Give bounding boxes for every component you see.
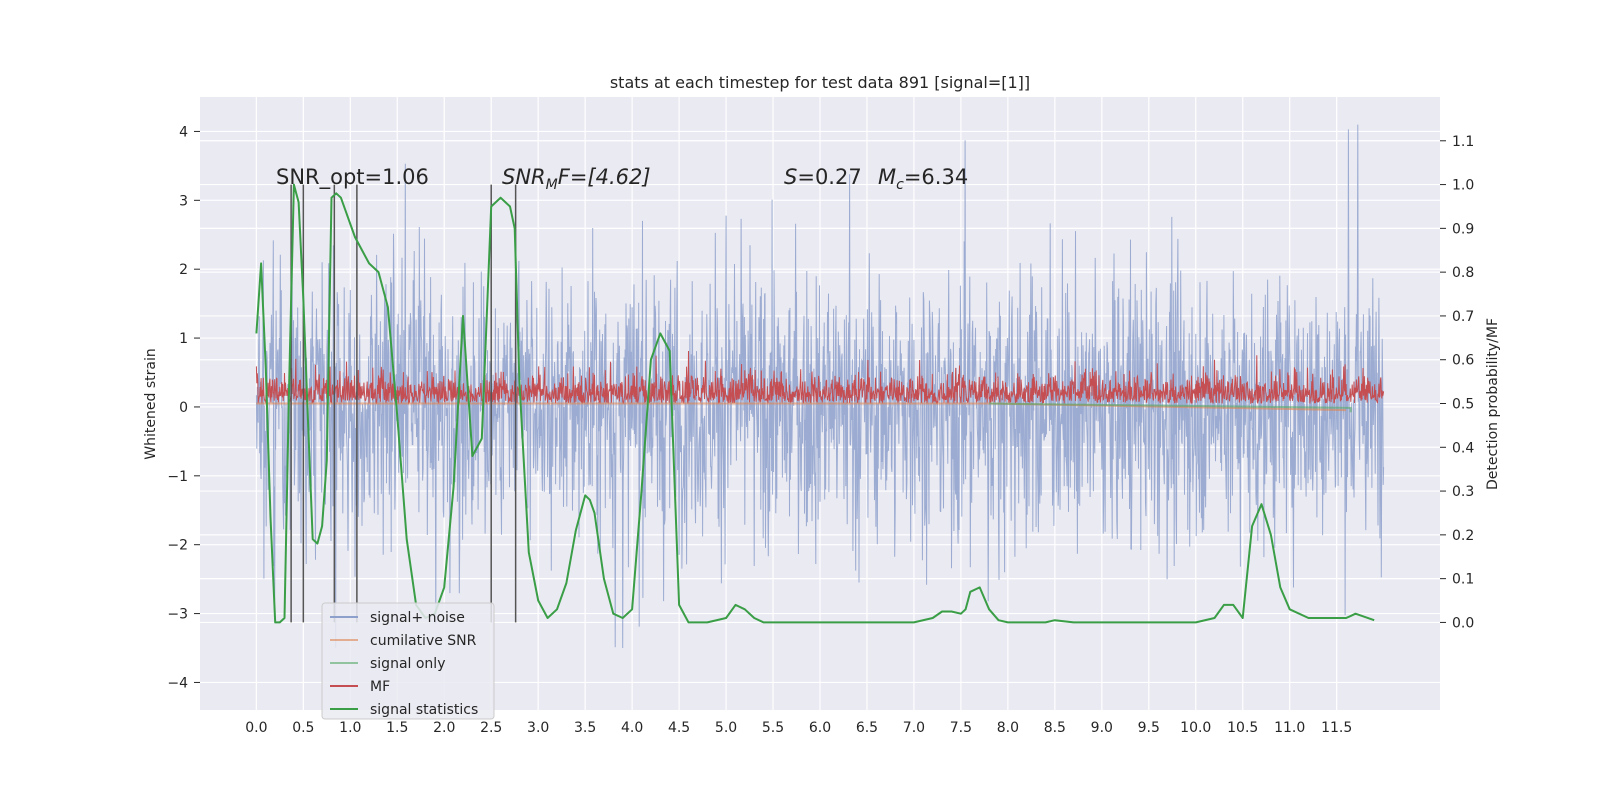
y-tick-label: 0 [179, 400, 188, 416]
y2-tick-label: 0.6 [1452, 353, 1474, 369]
y-tick-label: −2 [167, 538, 188, 554]
annotation-snr-opt: SNR_opt=1.06 [276, 165, 429, 190]
y2-tick-label: 0.8 [1452, 265, 1474, 281]
legend: signal+ noise cumilative SNR signal only… [321, 602, 495, 720]
y-axis-ticks: 4 3 2 1 0 −1 −2 −3 −4 [167, 124, 200, 691]
x-tick-label: 8.5 [1044, 720, 1066, 736]
x-tick-label: 3.5 [574, 720, 596, 736]
legend-label-signal-noise: signal+ noise [370, 610, 465, 626]
x-tick-label: 10.5 [1227, 720, 1258, 736]
x-axis-ticks: 0.0 0.5 1.0 1.5 2.0 2.5 3.0 3.5 4.0 4.5 5.0 5.5 6.0 6… [245, 720, 1352, 736]
y2-tick-label: 0.1 [1452, 572, 1474, 588]
y-tick-label: −3 [167, 607, 188, 623]
signal-plus-noise-line [255, 124, 1385, 649]
legend-box [321, 602, 495, 720]
y2-tick-label: 0.4 [1452, 440, 1474, 456]
x-tick-label: 2.0 [433, 720, 455, 736]
mf-series [255, 350, 1385, 405]
y2-tick-label: 0.3 [1452, 484, 1474, 500]
y2-tick-label: 0.2 [1452, 528, 1474, 544]
cumulative-snr-series [256, 402, 1352, 413]
x-tick-label: 0.0 [245, 720, 267, 736]
x-tick-label: 7.0 [903, 720, 925, 736]
y-axis-label: Whitened strain [143, 348, 159, 459]
x-tick-label: 11.5 [1321, 720, 1352, 736]
x-tick-label: 0.5 [292, 720, 314, 736]
x-tick-label: 2.5 [480, 720, 502, 736]
signal-statistics-series [255, 183, 1375, 624]
y-tick-label: −4 [167, 675, 188, 691]
y-tick-label: 4 [179, 124, 188, 140]
signal-only-line [989, 402, 1352, 413]
y-tick-label: 1 [179, 331, 188, 347]
x-tick-label: 1.0 [339, 720, 361, 736]
x-tick-label: 1.5 [386, 720, 408, 736]
x-tick-label: 9.5 [1138, 720, 1160, 736]
x-tick-label: 11.0 [1274, 720, 1305, 736]
y2-tick-label: 1.1 [1452, 134, 1474, 150]
y-tick-label: 3 [179, 193, 188, 209]
y2-axis-label: Detection probability/MF [1485, 318, 1501, 490]
annotation-s: S=0.27 [784, 165, 862, 189]
annotation-mc: Mc=6.34 [878, 165, 968, 193]
x-tick-label: 9.0 [1091, 720, 1113, 736]
legend-label-mf: MF [370, 679, 390, 695]
x-tick-label: 10.0 [1180, 720, 1211, 736]
x-tick-label: 4.5 [668, 720, 690, 736]
vertical-markers [290, 184, 517, 623]
x-tick-label: 7.5 [950, 720, 972, 736]
annotation-snr-mf: SNRMF=[4.62] [502, 165, 651, 193]
y-tick-label: −1 [167, 469, 188, 485]
y2-tick-label: 0.0 [1452, 615, 1474, 631]
x-tick-label: 5.0 [715, 720, 737, 736]
y2-tick-label: 0.5 [1452, 397, 1474, 413]
mf-line [255, 350, 1385, 405]
chart-title: stats at each timestep for test data 891… [610, 73, 1030, 92]
y2-tick-label: 0.9 [1452, 221, 1474, 237]
y2-tick-label: 0.7 [1452, 309, 1474, 325]
signal-plus-noise-series [255, 124, 1385, 649]
x-tick-label: 5.5 [762, 720, 784, 736]
y-tick-label: 2 [179, 262, 188, 278]
x-tick-label: 6.0 [809, 720, 831, 736]
y2-tick-label: 1.0 [1452, 178, 1474, 194]
y2-axis-ticks: 1.1 1.0 0.9 0.8 0.7 0.6 0.5 0.4 0.3 0.2 0.1 0.0 [1440, 134, 1474, 631]
x-tick-label: 6.5 [856, 720, 878, 736]
x-tick-label: 3.0 [527, 720, 549, 736]
signal-statistics-line [255, 183, 1375, 624]
legend-label-signal-only: signal only [370, 656, 445, 672]
x-tick-label: 8.0 [997, 720, 1019, 736]
legend-label-signal-statistics: signal statistics [370, 702, 478, 718]
legend-label-cumulative-snr: cumilative SNR [370, 633, 477, 649]
x-tick-label: 4.0 [621, 720, 643, 736]
